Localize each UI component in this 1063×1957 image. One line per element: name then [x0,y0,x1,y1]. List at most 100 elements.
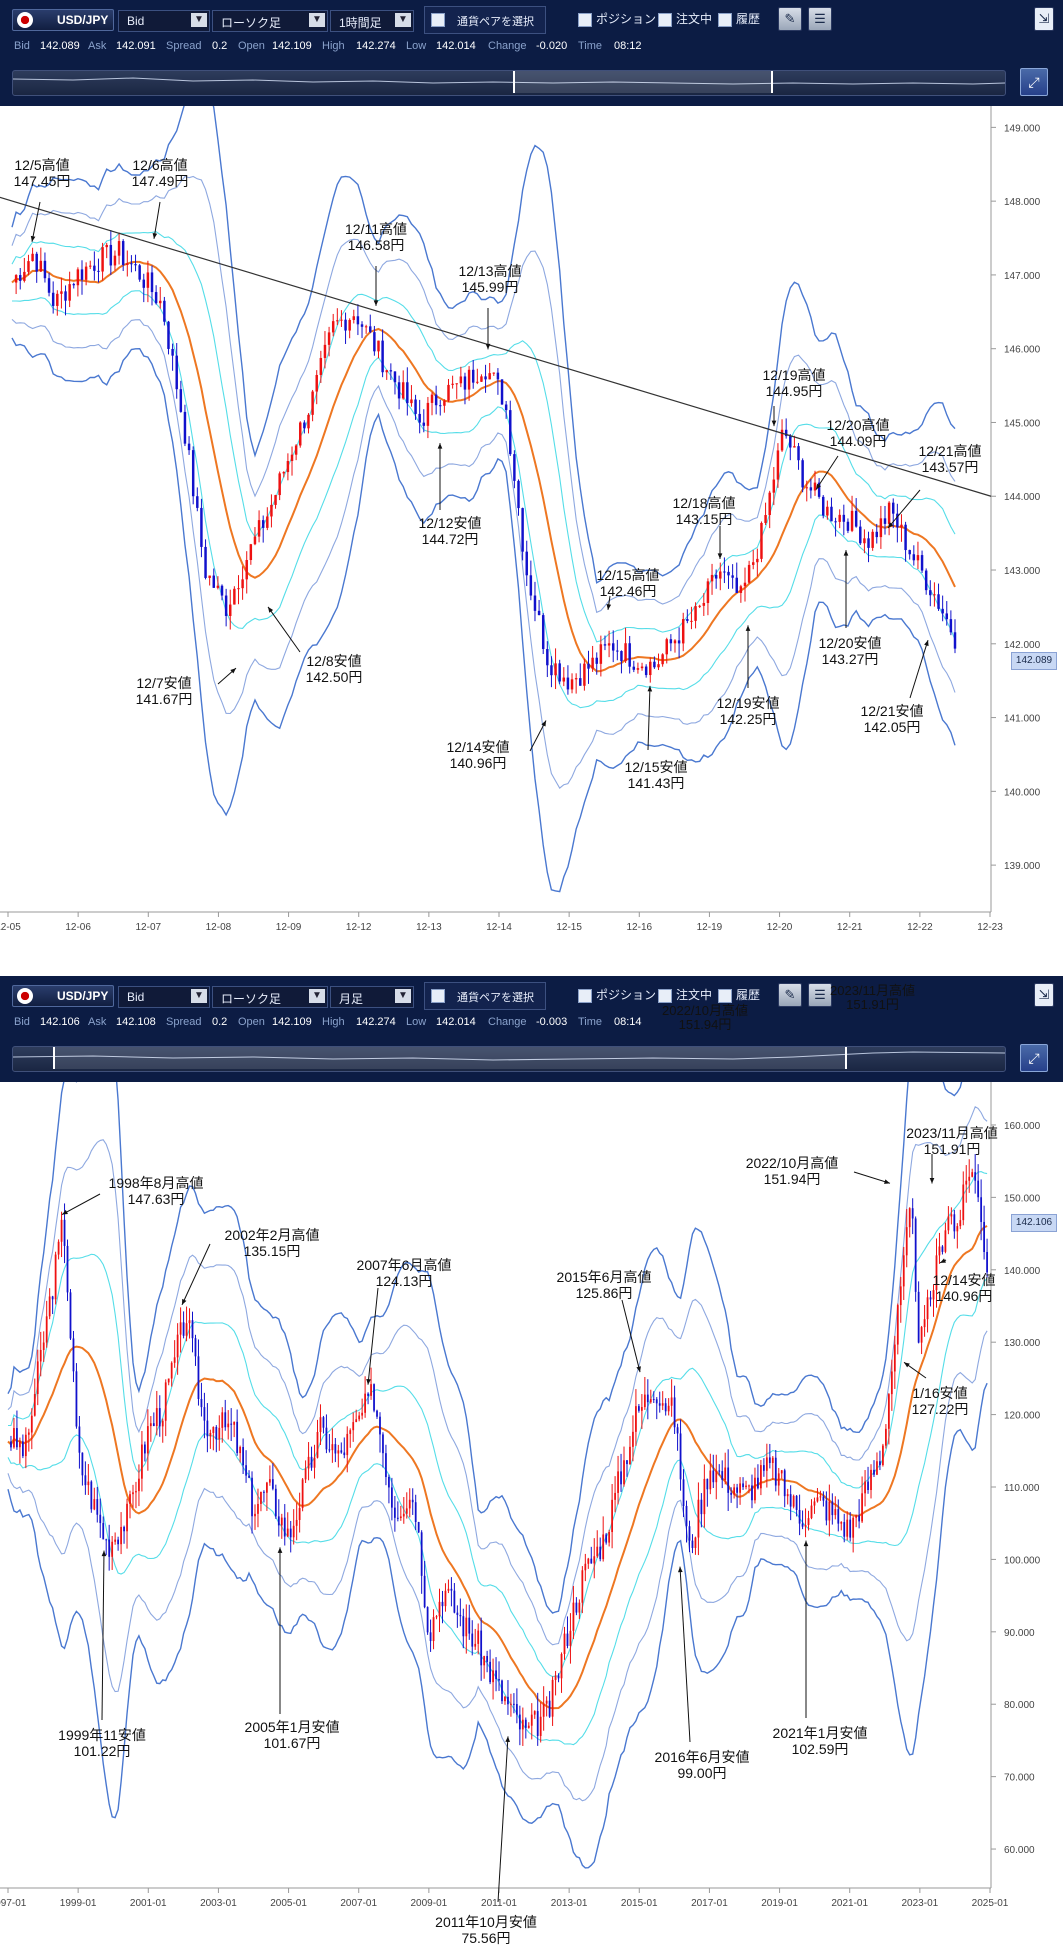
orders-checkbox[interactable] [658,989,672,1003]
candle-body [777,1473,780,1486]
candle-body [652,1399,655,1401]
candle-body [48,1296,51,1317]
x-tick-label: 2005-01 [270,1898,307,1909]
chart-area[interactable]: 60.000 70.000 80.000 90.000 100.000 110.000 12… [0,1014,1063,1952]
annotation-arrow-line [815,455,839,490]
candle-body [557,1675,560,1679]
position-checkbox[interactable] [578,13,592,27]
pair-select-button[interactable]: 通貨ペアを選択 [424,6,546,34]
candle-body [411,1499,414,1503]
position-checkbox[interactable] [578,989,592,1003]
candle-body [655,1399,658,1404]
candle-body [261,520,265,528]
candle-body [941,1246,944,1252]
pair-select-checkbox[interactable] [431,989,445,1003]
history-checkbox[interactable] [718,989,732,1003]
annotation-arrowhead [152,232,158,239]
candle-body [764,515,767,523]
candlestick-chart[interactable]: 60.000 70.000 80.000 90.000 100.000 110.000 12… [0,1014,1063,1952]
candle-body [854,510,858,527]
settings-list-icon[interactable]: ☰ [808,7,832,31]
candle-body [459,1614,462,1617]
candle-body [542,1703,545,1717]
bollinger-band-2sigma-lower [11,318,956,789]
y-tick-label: 160.000 [1004,1121,1041,1132]
candle-body [39,260,43,272]
settings-list-icon[interactable]: ☰ [808,983,832,1007]
jp-flag-icon [17,12,33,28]
bid-value: 142.106 [40,1016,80,1028]
chart-type-dropdown[interactable]: ローソク足 ▼ [212,986,328,1008]
candle-body [451,383,454,385]
expand-icon[interactable]: ⇲ [1034,983,1054,1007]
timeframe-dropdown[interactable]: 月足 ▼ [330,986,414,1008]
candle-body [253,536,257,545]
candle-body [233,1421,236,1425]
candle-body [236,1421,239,1454]
candle-body [721,1471,724,1481]
navigator-window[interactable] [53,1047,847,1069]
candle-body [130,263,133,265]
overlay-label-2022: 2022/10月高値 151.94円 [662,1004,748,1032]
candle-body [283,1517,286,1537]
navigator-scrollbar[interactable] [12,1046,1006,1072]
candle-body [439,405,442,407]
candle-body [459,376,463,384]
candle-body [986,1251,988,1273]
candle-body [84,266,88,280]
candle-body [260,1491,262,1504]
annotation-price: 144.72円 [422,531,479,547]
orders-checkbox[interactable] [658,13,672,27]
chart-type-dropdown[interactable]: ローソク足 ▼ [212,10,328,32]
candle-body [307,414,310,429]
candle-body [218,1427,221,1440]
pair-select-checkbox[interactable] [431,13,445,27]
candle-body [382,1434,384,1454]
candle-body [113,255,117,266]
candle-body [572,1602,575,1631]
candle-body [935,1255,938,1291]
candle-body [444,1590,447,1607]
draw-tool-icon[interactable]: ✎ [778,983,802,1007]
zoom-fit-icon[interactable]: ⤢ [1020,1044,1048,1072]
x-tick-label: 12-20 [767,922,793,933]
symbol-selector[interactable]: USD/JPY [12,9,114,31]
candle-body [754,1477,756,1501]
chart-area[interactable]: 139.000 140.000 141.000 142.000 143.000 144.0… [0,74,1063,976]
pair-select-button[interactable]: 通貨ペアを選択 [424,982,546,1010]
annotation-label: 12/15安値 [624,759,687,775]
candle-body [385,1453,387,1478]
candle-body [385,370,388,373]
symbol-selector[interactable]: USD/JPY [12,985,114,1007]
timeframe-dropdown[interactable]: 1時間足 ▼ [330,10,414,32]
annotation-label: 12/12安値 [418,515,481,531]
candle-body [97,270,100,272]
annotation-arrowhead [924,640,929,647]
annotation-arrowhead [485,343,491,350]
bid-label: Bid [14,1016,30,1028]
candle-body [367,1393,369,1396]
candlestick-chart[interactable]: 139.000 140.000 141.000 142.000 143.000 144.0… [0,74,1063,976]
candle-body [517,480,520,509]
annotation-label: 2011年10月安値 [435,1914,537,1930]
price-type-dropdown[interactable]: Bid ▼ [118,10,210,32]
candle-body [496,372,500,380]
candle-body [429,1632,432,1642]
expand-icon[interactable]: ⇲ [1034,7,1054,31]
navigator-window[interactable] [513,71,773,93]
price-type-dropdown[interactable]: Bid ▼ [118,986,210,1008]
annotation-price: 127.22円 [912,1401,969,1417]
zoom-fit-icon[interactable]: ⤢ [1020,68,1048,96]
history-checkbox[interactable] [718,13,732,27]
navigator-scrollbar[interactable] [12,70,1006,96]
annotation-arrowhead [182,1298,187,1305]
draw-tool-icon[interactable]: ✎ [778,7,802,31]
candle-body [476,381,479,383]
candle-body [584,1563,587,1571]
candle-body [644,666,648,676]
candle-body [438,1601,441,1617]
